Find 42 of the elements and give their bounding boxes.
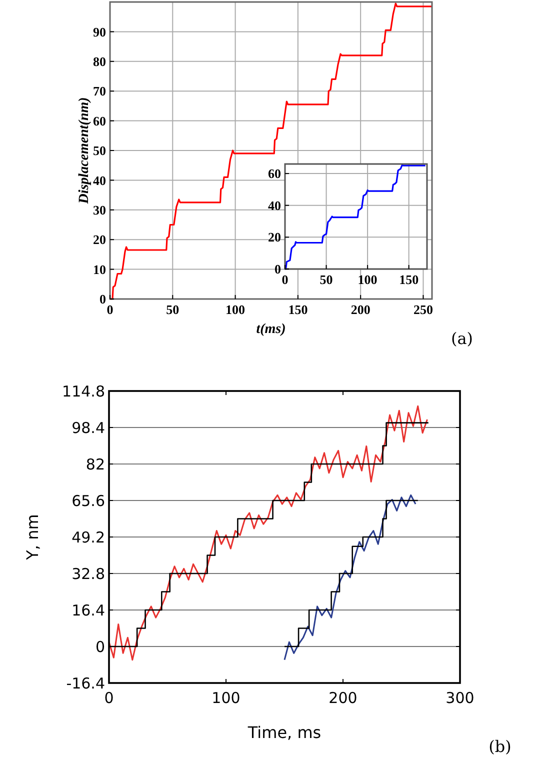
y-tick-label: 20 xyxy=(93,232,106,248)
y-axis-title: Displacement(nm) xyxy=(77,97,92,205)
x-tick-label: 300 xyxy=(446,689,474,707)
line-series xyxy=(109,2,433,300)
text: (a) xyxy=(450,329,474,348)
y-tick-label: 40 xyxy=(268,198,281,213)
x-tick-label: 150 xyxy=(399,272,419,287)
y-tick-label: 70 xyxy=(93,84,106,99)
line-series xyxy=(284,164,426,270)
y-tick-label: 90 xyxy=(93,24,106,40)
y-tick-label: 60 xyxy=(268,166,281,182)
y-tick-label: 50 xyxy=(93,143,106,158)
y-tick-label: 65.6 xyxy=(72,492,105,510)
y-tick-label: 10 xyxy=(93,262,106,277)
y-tick-label: 0 xyxy=(274,262,281,277)
x-tick-label: 100 xyxy=(226,302,246,317)
y-tick-label: 60 xyxy=(93,113,106,128)
y-tick-label: 0 xyxy=(95,638,105,656)
x-tick-label: 100 xyxy=(212,689,240,707)
y-tick-label: 82 xyxy=(86,455,105,474)
y-tick-label: 20 xyxy=(268,230,281,245)
x-tick-label: 250 xyxy=(413,302,433,317)
x-tick-label: 200 xyxy=(350,302,370,317)
y-tick-label: 114.8 xyxy=(62,382,105,400)
y-tick-label: 0 xyxy=(100,292,106,307)
x-axis-title: Time, ms xyxy=(246,723,322,742)
y-tick-label: 16.4 xyxy=(72,601,105,620)
y-axis-title: Y, nm xyxy=(23,514,42,561)
y-tick-label: 98.4 xyxy=(72,418,105,437)
y-tick-label: 30 xyxy=(93,202,106,218)
y-tick-label: -16.4 xyxy=(66,674,105,692)
text: (b) xyxy=(488,737,512,756)
x-tick-label: 50 xyxy=(320,272,333,287)
y-tick-label: 32.8 xyxy=(72,564,105,583)
x-tick-label: 150 xyxy=(288,302,308,317)
y-tick-label: 49.2 xyxy=(72,528,105,546)
y-tick-label: 80 xyxy=(93,54,106,69)
x-tick-label: 200 xyxy=(328,689,358,707)
x-tick-label: 50 xyxy=(166,302,180,317)
x-axis-title: t(ms) xyxy=(256,322,286,337)
y-tick-label: 40 xyxy=(93,172,106,188)
x-tick-label: 100 xyxy=(358,272,378,287)
